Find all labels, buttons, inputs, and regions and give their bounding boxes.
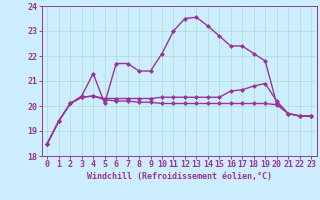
X-axis label: Windchill (Refroidissement éolien,°C): Windchill (Refroidissement éolien,°C): [87, 172, 272, 181]
